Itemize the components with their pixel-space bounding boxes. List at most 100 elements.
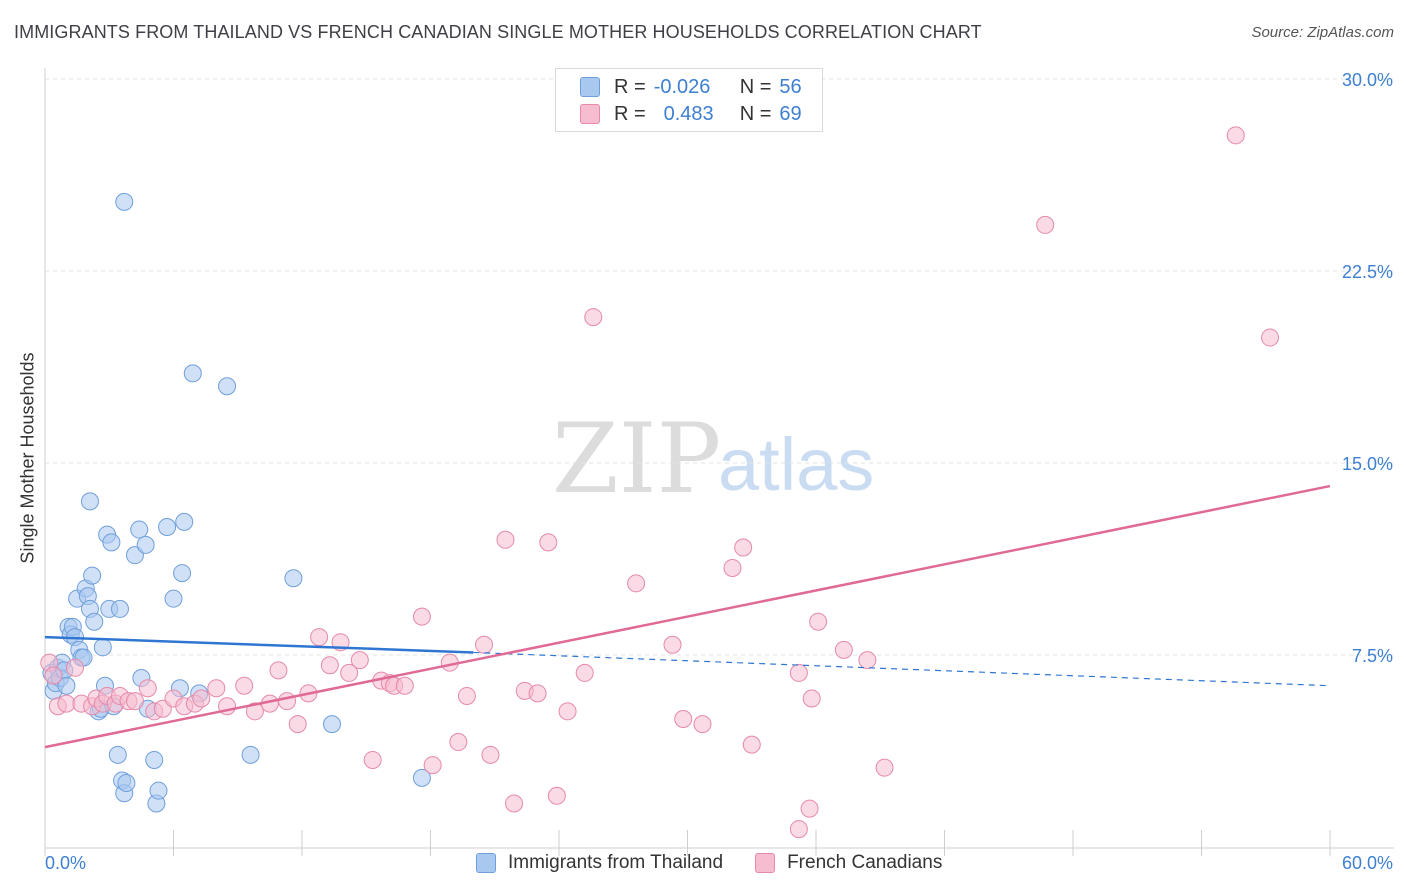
french-canadian-point [57, 694, 76, 713]
french-canadian-point [693, 715, 712, 734]
french-canadian-point [528, 684, 547, 703]
french-canadian-point [269, 661, 288, 680]
french-canadian-point [1226, 126, 1245, 145]
thailand-point [241, 745, 260, 764]
french-canadian-point [674, 710, 693, 728]
french-canadian-point [742, 735, 761, 754]
thailand-point [117, 774, 136, 792]
french-canadian-trend-line [44, 484, 1331, 749]
french-canadian-point [1036, 215, 1055, 234]
thailand-point [149, 781, 168, 800]
french-canadian-point [457, 686, 476, 705]
french-canadian-point [789, 663, 808, 682]
n-value: 56 [779, 75, 802, 98]
y-tick-label: 15.0% [1342, 454, 1393, 474]
french-canadian-point [423, 756, 442, 775]
n-label: N = [739, 75, 772, 98]
r-value: -0.026 [653, 75, 711, 98]
legend-swatch-thailand [580, 77, 600, 97]
legend-label-french-canadians: French Canadians [787, 852, 943, 873]
french-canadian-point [505, 794, 524, 813]
thailand-point [115, 192, 134, 211]
thailand-point [183, 364, 202, 383]
french-canadian-point [138, 679, 157, 698]
french-canadian-point [475, 635, 494, 654]
watermark-zip: ZIP [552, 403, 721, 515]
french-canadian-point [350, 651, 369, 670]
french-canadian-point [496, 530, 515, 549]
french-canadian-point [575, 663, 594, 682]
series-legend: Immigrants from Thailand French Canadian… [476, 852, 974, 874]
thailand-trend-line [44, 635, 474, 654]
french-canadian-point [310, 628, 329, 647]
french-canadian-point [539, 533, 558, 552]
y-tick-label: 22.5% [1342, 262, 1393, 282]
thailand-point [110, 599, 129, 618]
thailand-point [175, 512, 194, 531]
french-canadian-point [789, 820, 808, 839]
french-canadian-point [288, 715, 307, 734]
french-canadian-point [245, 702, 264, 721]
watermark-atlas: atlas [718, 423, 874, 506]
french-canadian-point [558, 702, 577, 721]
french-canadian-point [734, 538, 753, 557]
thailand-point [102, 533, 121, 552]
thailand-point [83, 566, 102, 585]
thailand-point [218, 377, 237, 396]
thailand-point [145, 750, 164, 769]
legend-item-french-canadians: French Canadians [755, 852, 942, 874]
french-canadian-point [207, 679, 226, 698]
n-value: 69 [779, 102, 802, 125]
r-value: 0.483 [663, 102, 714, 125]
french-canadian-point [858, 651, 877, 670]
french-canadian-point [802, 689, 821, 708]
french-canadian-point [65, 658, 84, 677]
thailand-point [136, 535, 155, 554]
thailand-point [284, 569, 303, 588]
french-canadian-point [547, 786, 566, 805]
thailand-point [130, 520, 149, 539]
correlation-legend: R = -0.026 N = 56 R = 0.483 N = 69 [555, 68, 823, 132]
french-canadian-point [412, 607, 431, 626]
french-canadian-point [395, 676, 414, 695]
french-canadian-point [809, 612, 828, 631]
x-tick-label-max: 60.0% [1342, 853, 1393, 873]
y-tick-label: 30.0% [1342, 70, 1393, 90]
thailand-point [173, 564, 192, 583]
thailand-point [93, 638, 112, 657]
legend-row-thailand: R = -0.026 N = 56 [580, 74, 802, 100]
n-label: N = [739, 102, 772, 125]
legend-item-thailand: Immigrants from Thailand [476, 852, 723, 874]
french-canadian-point [723, 558, 742, 577]
legend-swatch-french-canadians [755, 853, 776, 873]
french-canadian-point [125, 692, 144, 711]
french-canadian-point [449, 733, 468, 752]
y-tick-label: 7.5% [1352, 646, 1393, 666]
thailand-point [158, 518, 177, 536]
chart-title: IMMIGRANTS FROM THAILAND VS FRENCH CANAD… [14, 22, 982, 42]
thailand-point [80, 492, 99, 511]
source-label: Source: ZipAtlas.com [1251, 24, 1394, 41]
thailand-point [57, 676, 76, 695]
r-label: R = [614, 102, 646, 125]
legend-row-french-canadians: R = 0.483 N = 69 [580, 101, 802, 127]
french-canadian-point [481, 745, 500, 764]
french-canadian-point [875, 758, 894, 777]
french-canadian-point [278, 692, 297, 711]
french-canadian-point [1261, 328, 1280, 347]
french-canadian-point [192, 689, 211, 708]
thailand-point [322, 715, 341, 734]
thailand-trend-extension [473, 651, 1331, 687]
legend-swatch-french-canadians [580, 104, 600, 124]
thailand-point [85, 612, 104, 631]
x-tick-label-min: 0.0% [45, 853, 86, 873]
french-canadian-point [800, 799, 819, 818]
french-canadian-point [320, 656, 339, 675]
legend-label-thailand: Immigrants from Thailand [508, 852, 724, 873]
french-canadian-point [834, 640, 853, 659]
r-label: R = [614, 75, 646, 98]
french-canadian-point [44, 666, 63, 685]
legend-swatch-thailand [476, 853, 496, 873]
french-canadian-point [363, 750, 382, 769]
